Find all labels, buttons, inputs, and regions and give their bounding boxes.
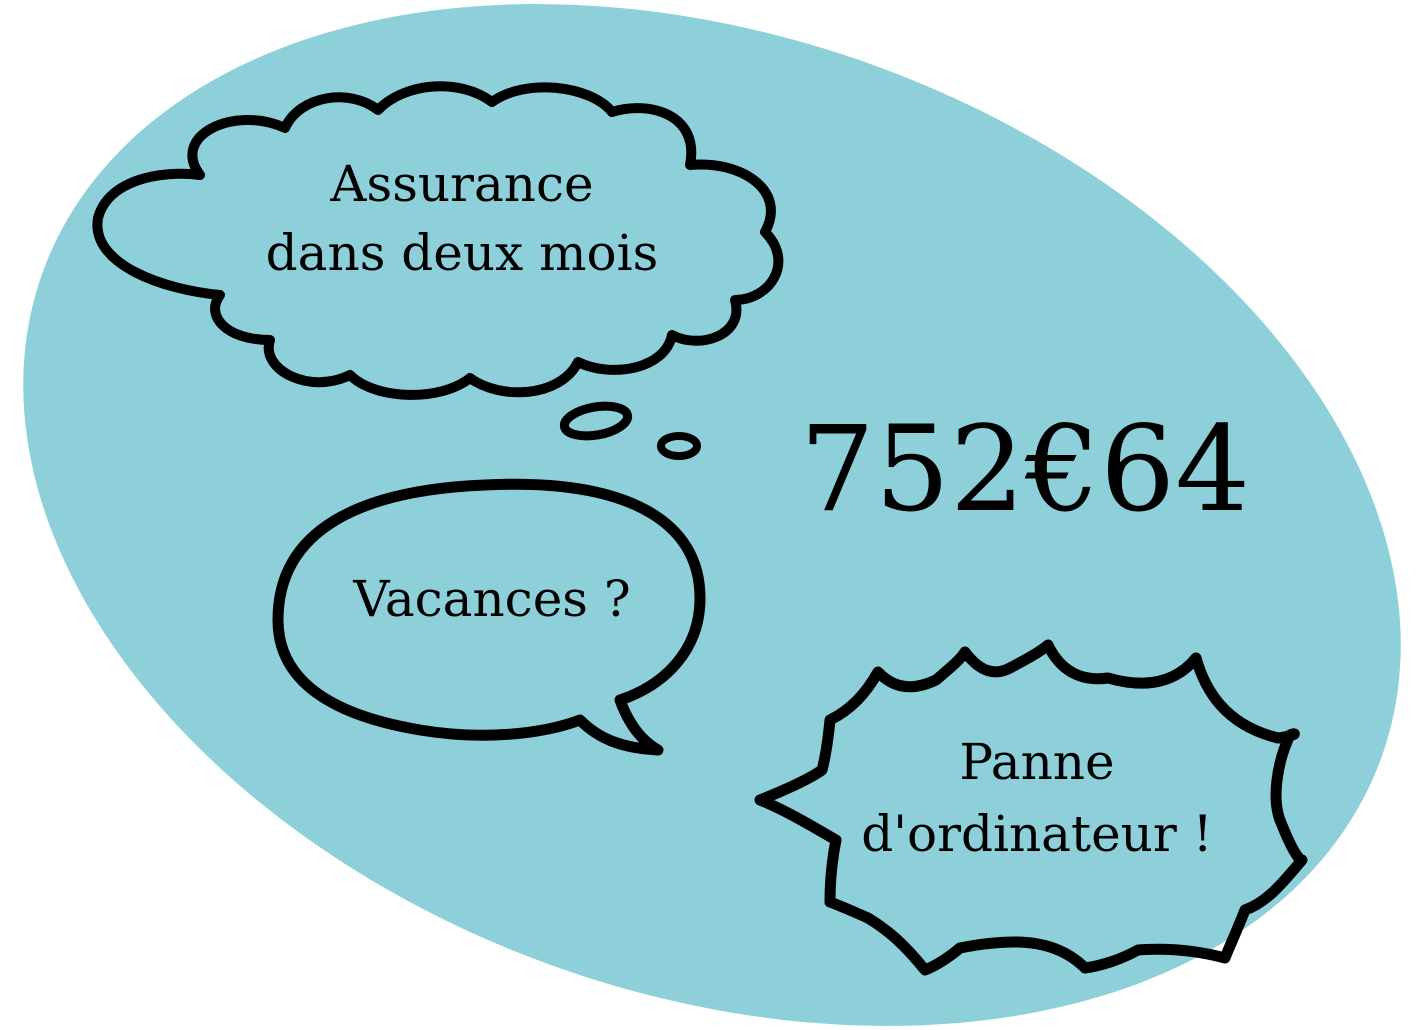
thought-text-line1: Assurance: [329, 155, 593, 213]
burst-text-line2: d'ordinateur !: [861, 805, 1213, 863]
amount-text: 752€64: [800, 400, 1250, 538]
burst-text-line1: Panne: [959, 733, 1114, 791]
speech-bubble: [272, 478, 706, 756]
thought-dot-small: [657, 432, 701, 460]
thought-dot-large: [559, 401, 633, 441]
speech-text: Vacances ?: [352, 570, 630, 628]
thought-text-line2: dans deux mois: [266, 224, 659, 282]
thought-bubble: [92, 81, 784, 400]
burst-bubble: [754, 639, 1308, 976]
